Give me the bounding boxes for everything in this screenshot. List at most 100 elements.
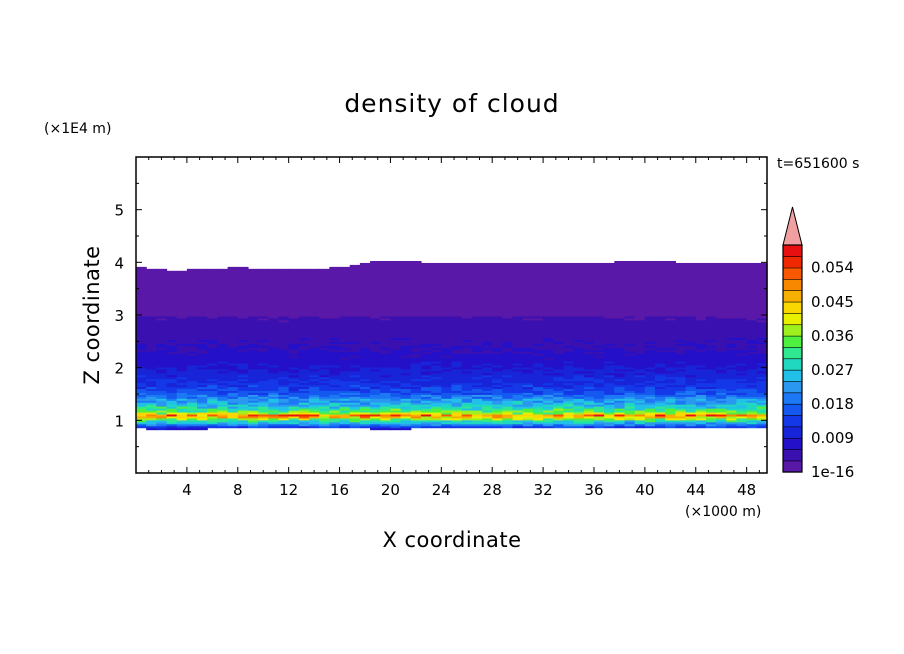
density-cell — [420, 325, 432, 329]
density-cell — [431, 411, 442, 415]
density-cell — [288, 423, 300, 427]
density-cell — [380, 386, 392, 390]
density-cell — [247, 296, 259, 299]
density-cell — [593, 370, 605, 374]
density-cell — [431, 413, 442, 417]
density-cell — [390, 402, 402, 405]
density-cell — [726, 343, 738, 346]
density-cell — [553, 394, 565, 397]
density-cell — [461, 296, 473, 299]
density-cell — [583, 262, 595, 266]
density-cell — [197, 321, 208, 325]
density-cell — [461, 392, 473, 395]
density-cell — [695, 331, 707, 335]
density-cell — [207, 319, 219, 323]
density-cell — [532, 329, 544, 333]
density-cell — [319, 327, 330, 331]
density-cell — [553, 329, 565, 333]
density-cell — [665, 394, 677, 397]
density-cell — [604, 321, 615, 325]
density-cell — [156, 268, 168, 272]
density-cell — [278, 276, 290, 280]
density-cell — [563, 378, 575, 382]
density-cell — [431, 366, 442, 370]
density-cell — [532, 339, 544, 342]
density-cell — [543, 374, 554, 378]
density-cell — [573, 408, 585, 411]
density-cell — [319, 366, 330, 370]
density-cell — [166, 392, 178, 395]
density-cell — [186, 294, 198, 297]
density-cell — [247, 421, 259, 425]
density-cell — [604, 415, 615, 419]
density-cell — [685, 402, 697, 405]
density-cell — [349, 390, 361, 393]
density-cell — [543, 406, 554, 409]
density-cell — [420, 360, 432, 364]
density-cell — [237, 396, 249, 399]
density-cell — [359, 268, 371, 272]
density-cell — [471, 284, 483, 288]
density-cell — [655, 374, 666, 378]
density-cell — [563, 380, 575, 384]
density-cell — [186, 413, 198, 417]
density-cell — [400, 421, 412, 425]
density-cell — [685, 411, 697, 415]
density-cell — [593, 415, 605, 419]
density-cell — [563, 264, 575, 268]
density-cell — [451, 400, 463, 403]
density-cell — [471, 351, 483, 354]
density-cell — [258, 353, 269, 356]
density-cell — [726, 306, 738, 309]
density-cell — [146, 351, 157, 354]
density-cell — [614, 380, 626, 384]
density-cell — [716, 286, 727, 290]
density-cell — [217, 321, 229, 325]
density-cell — [370, 333, 381, 337]
density-cell — [410, 321, 422, 325]
density-cell — [471, 294, 483, 297]
density-cell — [665, 264, 677, 268]
density-cell — [441, 280, 453, 284]
density-cell — [258, 319, 269, 323]
density-cell — [614, 290, 626, 293]
density-cell — [420, 264, 432, 268]
density-cell — [482, 372, 493, 376]
density-cell — [512, 384, 524, 388]
density-cell — [644, 376, 656, 380]
density-cell — [695, 419, 707, 423]
density-cell — [665, 272, 677, 276]
density-cell — [655, 380, 666, 384]
density-cell — [197, 374, 208, 378]
density-cell — [166, 347, 178, 350]
density-cell — [380, 390, 392, 393]
density-cell — [675, 296, 687, 299]
density-cell — [665, 419, 677, 423]
density-cell — [309, 337, 320, 340]
density-cell — [156, 376, 168, 380]
density-cell — [512, 315, 524, 319]
density-cell — [186, 425, 198, 429]
density-cell — [410, 396, 422, 399]
density-cell — [492, 292, 503, 295]
density-cell — [675, 353, 687, 356]
density-cell — [268, 396, 280, 399]
density-cell — [146, 359, 157, 362]
density-cell — [237, 390, 249, 393]
density-cell — [319, 347, 330, 350]
density-cell — [695, 351, 707, 354]
density-cell — [146, 380, 157, 384]
density-cell — [298, 402, 310, 405]
density-cell — [309, 398, 320, 401]
density-cell — [380, 345, 392, 348]
density-cell — [319, 298, 330, 301]
density-cell — [278, 382, 290, 386]
density-cell — [461, 306, 473, 309]
density-cell — [543, 378, 554, 382]
density-cell — [268, 313, 280, 317]
density-cell — [298, 310, 310, 313]
density-cell — [522, 335, 534, 339]
density-cell — [227, 404, 239, 407]
density-cell — [359, 337, 371, 340]
density-cell — [247, 372, 259, 376]
